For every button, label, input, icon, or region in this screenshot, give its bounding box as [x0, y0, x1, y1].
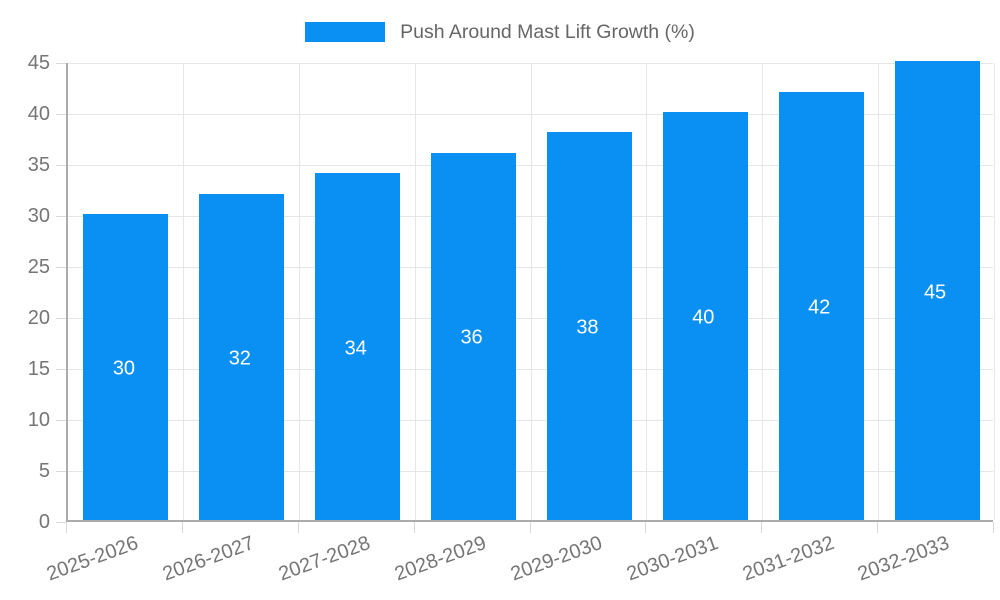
x-axis-tick [761, 522, 763, 533]
y-axis-tick-label: 40 [27, 103, 50, 125]
bar-value-label: 32 [228, 347, 251, 370]
chart-legend-item[interactable]: Push Around Mast Lift Growth (%) [0, 20, 1000, 44]
y-axis-tick-label: 15 [27, 358, 50, 380]
y-axis-tick-label: 0 [38, 511, 50, 533]
gridline-vertical [182, 63, 184, 520]
y-axis-tick-label: 35 [27, 154, 50, 176]
x-axis-tick-label: 2029-2030 [507, 532, 605, 586]
bar-value-label: 30 [112, 357, 136, 380]
x-axis-tick [645, 522, 647, 533]
legend-label: Push Around Mast Lift Growth (%) [400, 21, 695, 43]
y-axis-tick [56, 471, 66, 472]
x-axis-tick-label: 2026-2027 [159, 532, 258, 586]
gridline-vertical [994, 63, 995, 520]
y-axis-tick [56, 267, 66, 268]
gridline-vertical [762, 63, 764, 520]
bar[interactable] [83, 214, 169, 520]
gridline-vertical [530, 63, 532, 520]
y-axis-tick-label: 30 [27, 205, 50, 227]
x-axis-tick [297, 522, 299, 533]
bar[interactable] [546, 132, 632, 520]
y-axis-tick [56, 63, 66, 64]
y-axis-tick [56, 420, 66, 421]
x-axis-tick-label: 2028-2029 [391, 532, 490, 586]
y-axis-tick-label: 20 [27, 307, 50, 329]
legend-color-swatch [305, 22, 386, 42]
bar[interactable] [315, 173, 401, 520]
x-axis-tick [877, 522, 879, 533]
gridline-vertical [298, 63, 300, 520]
gridline-vertical [646, 63, 648, 520]
bar-value-label: 42 [808, 296, 831, 319]
gridline-vertical [414, 63, 416, 520]
bar-value-label: 45 [923, 281, 947, 303]
y-axis-tick-label: 10 [27, 409, 50, 431]
y-axis-tick [56, 318, 66, 319]
bar[interactable] [199, 193, 285, 520]
bar[interactable] [778, 91, 864, 520]
y-axis-tick-label: 25 [27, 256, 50, 278]
y-axis-tick [56, 216, 66, 217]
x-axis-tick [529, 522, 531, 533]
y-axis-tick-label: 45 [27, 52, 50, 74]
bar-value-label: 38 [576, 316, 599, 339]
x-axis-tick [66, 522, 67, 533]
x-axis-tick-label: 2025-2026 [44, 532, 142, 586]
x-axis-tick [413, 522, 415, 533]
x-axis-tick [993, 522, 994, 533]
y-axis-tick [56, 369, 66, 370]
x-axis-tick-label: 2032-2033 [855, 532, 953, 586]
y-axis-tick [56, 522, 66, 523]
gridline-vertical [878, 63, 880, 520]
bar-value-label: 40 [692, 306, 715, 329]
x-axis-tick-label: 2031-2032 [739, 532, 837, 586]
bar-value-label: 34 [344, 337, 367, 360]
bar[interactable] [662, 112, 748, 520]
plot-area [66, 61, 995, 522]
bar[interactable] [431, 152, 517, 520]
y-axis-tick [56, 165, 66, 166]
bar[interactable] [894, 61, 980, 520]
x-axis-tick [181, 522, 183, 533]
bar-value-label: 36 [460, 326, 483, 349]
x-axis-tick-label: 2027-2028 [275, 532, 374, 586]
y-axis-tick-label: 5 [38, 460, 50, 482]
x-axis-tick-label: 2030-2031 [623, 532, 721, 586]
y-axis-tick [56, 114, 66, 115]
